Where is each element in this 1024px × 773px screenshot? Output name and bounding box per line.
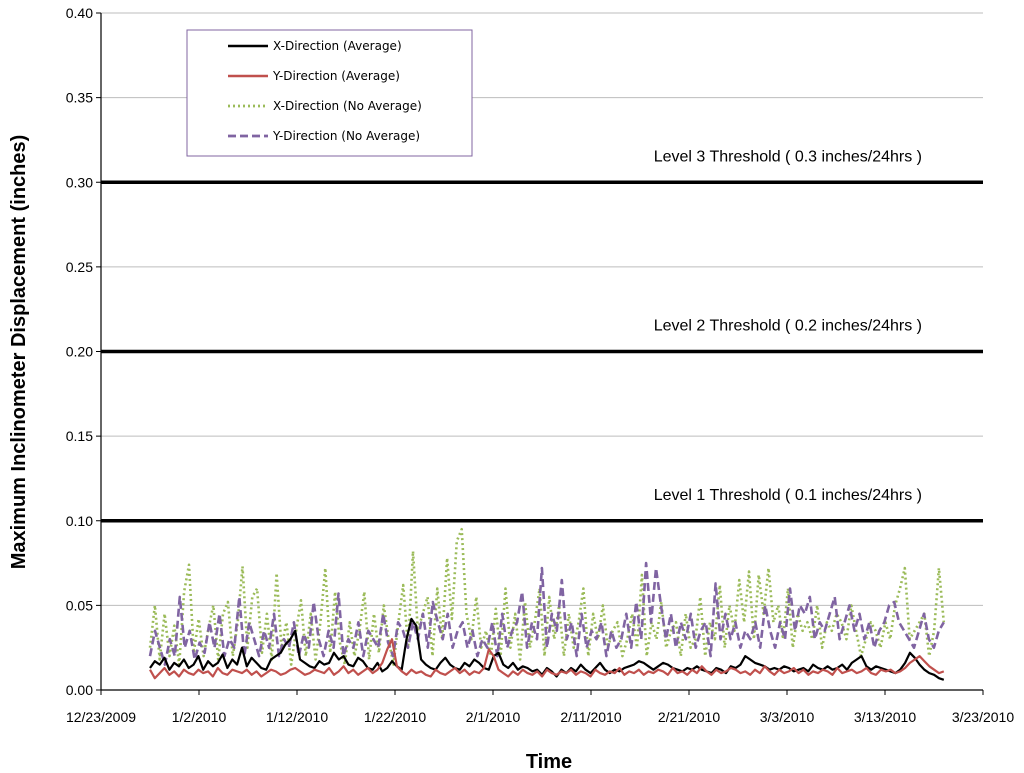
series-line-2 bbox=[148, 527, 946, 666]
y-tick-labels: 0.00 0.05 0.10 0.15 0.20 0.25 0.30 0.35 0.40 bbox=[66, 5, 101, 698]
y-tick-label: 0.20 bbox=[66, 344, 93, 360]
x-tick-label: 2/1/2010 bbox=[466, 709, 521, 725]
y-tick-label: 0.40 bbox=[66, 5, 93, 21]
y-tick-label: 0.00 bbox=[66, 682, 93, 698]
series-line-1 bbox=[149, 638, 945, 680]
y-tick-label: 0.10 bbox=[66, 513, 93, 529]
series-layer bbox=[148, 527, 946, 681]
legend: X-Direction (Average) Y-Direction (Averag… bbox=[186, 29, 473, 157]
x-tick-label: 2/11/2010 bbox=[560, 709, 621, 725]
series-line-3 bbox=[148, 561, 945, 666]
x-tick-label: 2/21/2010 bbox=[658, 709, 720, 725]
x-tick-labels: 12/23/2009 1/2/2010 1/12/2010 1/22/2010 2/1/… bbox=[66, 690, 1014, 725]
y-axis-title: Maximum Inclinometer Displacement (inche… bbox=[8, 135, 30, 570]
x-tick-label: 12/23/2009 bbox=[66, 709, 136, 725]
y-tick-label: 0.30 bbox=[66, 174, 93, 190]
x-tick-label: 1/2/2010 bbox=[172, 709, 227, 725]
x-axis-title: Time bbox=[526, 751, 572, 773]
y-tick-label: 0.05 bbox=[66, 597, 93, 613]
series-line-0 bbox=[149, 617, 945, 681]
threshold-label: Level 1 Threshold ( 0.1 inches/24hrs ) bbox=[654, 487, 922, 504]
legend-label: Y-Direction (Average) bbox=[272, 69, 400, 83]
legend-label: X-Direction (Average) bbox=[273, 39, 402, 53]
y-tick-label: 0.25 bbox=[66, 259, 93, 275]
x-tick-label: 1/12/2010 bbox=[266, 709, 328, 725]
x-tick-label: 3/23/2010 bbox=[952, 709, 1014, 725]
x-tick-label: 1/22/2010 bbox=[364, 709, 426, 725]
y-tick-label: 0.35 bbox=[66, 90, 93, 106]
legend-label: Y-Direction (No Average) bbox=[272, 129, 420, 143]
threshold-label: Level 2 Threshold ( 0.2 inches/24hrs ) bbox=[654, 318, 922, 335]
legend-label: X-Direction (No Average) bbox=[273, 99, 422, 113]
y-tick-label: 0.15 bbox=[66, 428, 93, 444]
x-tick-label: 3/13/2010 bbox=[854, 709, 916, 725]
threshold-label: Level 3 Threshold ( 0.3 inches/24hrs ) bbox=[654, 148, 922, 165]
x-tick-label: 3/3/2010 bbox=[760, 709, 815, 725]
threshold-lines: Level 3 Threshold ( 0.3 inches/24hrs ) Le… bbox=[101, 148, 983, 523]
